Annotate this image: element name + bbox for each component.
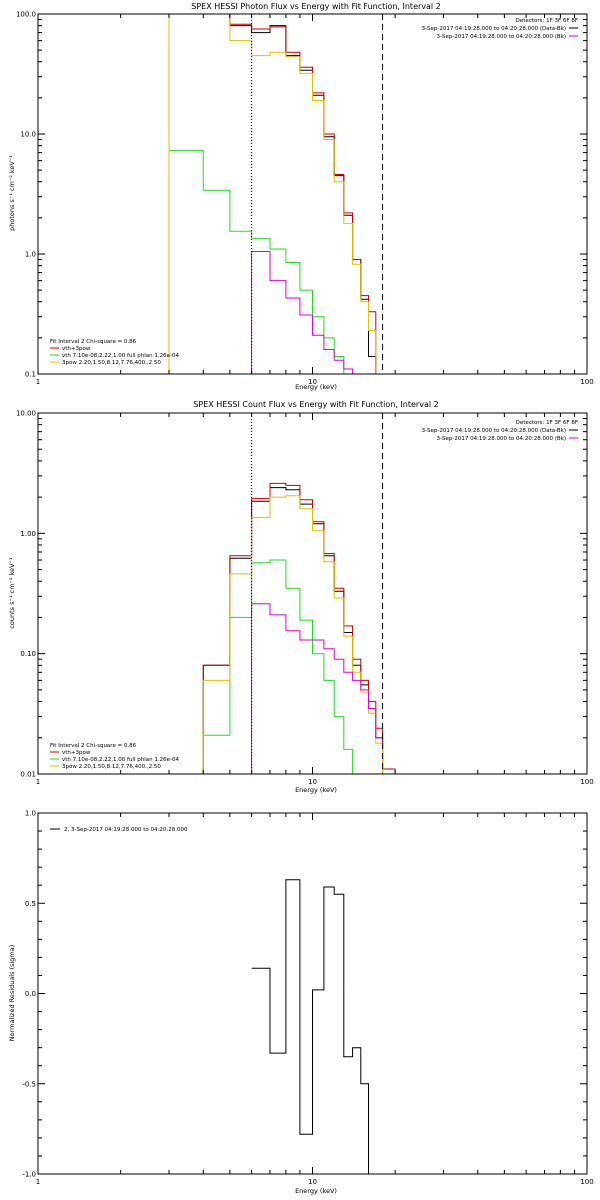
count-series-3pow bbox=[202, 495, 396, 775]
count-legend-vth: vth 7.10e-08,2.22,1.00 full phlan 1.26e-… bbox=[62, 757, 179, 763]
count-series-layer bbox=[202, 482, 396, 775]
photon-axis-layer: 1 10 100 0.1 1.0 10.0 100.0 bbox=[16, 11, 594, 387]
residuals-series-layer bbox=[251, 879, 383, 1175]
count-axis-layer: 1 10 100 0.01 0.10 1.00 10.00 bbox=[16, 410, 594, 787]
photon-y-tick-label: 10.0 bbox=[20, 131, 36, 139]
photon-ylabel: photons s⁻¹ cm⁻² keV⁻¹ bbox=[8, 155, 16, 231]
residuals-ylabel: Normalized Residuals (sigma) bbox=[8, 945, 16, 1042]
photon-series-vth bbox=[168, 149, 383, 375]
photon-fit-info: Fit Interval 2 Chi-square = 0.86 bbox=[50, 339, 137, 345]
residuals-x-tick-label: 10 bbox=[308, 1178, 317, 1186]
photon-y-tick-label: 0.1 bbox=[25, 371, 36, 379]
photon-y-tick-label: 1.0 bbox=[25, 251, 36, 259]
photon-detectors-label: Detectors: 1F 3F 6F 8F bbox=[516, 18, 578, 24]
count-legend-bottom-left: Fit Interval 2 Chi-square = 0.86 vth+3po… bbox=[50, 743, 179, 770]
photon-series-layer bbox=[168, 13, 383, 375]
count-x-tick-label: 1 bbox=[36, 778, 40, 786]
residuals-y-tick-label: 1.0 bbox=[25, 810, 36, 818]
photon-xlabel: Energy (keV) bbox=[295, 383, 337, 391]
count-series-vth bbox=[202, 559, 396, 775]
photon-flux-panel: SPEX HESSI Photon Flux vs Energy with Fi… bbox=[8, 2, 594, 391]
photon-x-tick-label: 1 bbox=[36, 378, 40, 386]
residuals-y-tick-label: -1.0 bbox=[22, 1171, 36, 1179]
count-series-bk bbox=[251, 603, 383, 774]
count-y-tick-label: 0.01 bbox=[20, 771, 36, 779]
photon-series-bk bbox=[251, 251, 376, 375]
photon-vline-layer bbox=[251, 14, 384, 374]
photon-x-tick-label: 10 bbox=[308, 378, 317, 386]
residuals-y-tick-label: -0.5 bbox=[22, 1080, 36, 1088]
count-y-tick-label: 1.00 bbox=[20, 530, 36, 538]
count-legend-3pow: 3pow 2.20,1.50,8.12,7.76,400.,2.50 bbox=[62, 764, 161, 770]
photon-y-tick-label: 100.0 bbox=[16, 11, 36, 19]
photon-title: SPEX HESSI Photon Flux vs Energy with Fi… bbox=[191, 2, 441, 11]
count-ylabel: counts s⁻¹ cm⁻² keV⁻¹ bbox=[8, 557, 16, 629]
residuals-y-tick-label: 0.0 bbox=[25, 990, 36, 998]
count-detectors-label: Detectors: 1F 3F 6F 8F bbox=[516, 420, 578, 426]
count-legend-top-right: Detectors: 1F 3F 6F 8F 3-Sep-2017 04:19:… bbox=[422, 420, 578, 442]
photon-legend-vth3pow: vth+3pow bbox=[62, 346, 91, 352]
count-legend-data-bk: 3-Sep-2017 04:19:28.000 to 04:20:28.000 … bbox=[422, 428, 566, 434]
residuals-axis-layer: 1 10 100 -1.0 -0.5 0.0 0.5 1.0 bbox=[22, 810, 593, 1187]
photon-legend-data-bk: 3-Sep-2017 04:19:28.000 to 04:20:28.000 … bbox=[422, 26, 566, 32]
residuals-y-tick-label: 0.5 bbox=[25, 900, 36, 908]
photon-legend-top-right: Detectors: 1F 3F 6F 8F 3-Sep-2017 04:19:… bbox=[422, 18, 578, 40]
count-x-tick-label: 100 bbox=[580, 778, 593, 786]
count-vline-layer bbox=[251, 413, 384, 774]
count-title: SPEX HESSI Count Flux vs Energy with Fit… bbox=[193, 400, 438, 409]
count-fit-info: Fit Interval 2 Chi-square = 0.86 bbox=[50, 743, 137, 749]
residuals-x-tick-label: 1 bbox=[36, 1178, 40, 1186]
photon-series-3pow bbox=[168, 13, 383, 375]
photon-legend-vth: vth 7.10e-08,2.22,1.00 full phlan 1.26e-… bbox=[62, 353, 179, 359]
photon-legend-bottom-left: Fit Interval 2 Chi-square = 0.86 vth+3po… bbox=[50, 339, 179, 366]
photon-legend-bk: 3-Sep-2017 04:19:28.000 to 04:20:28.000 … bbox=[437, 34, 567, 40]
count-legend-vth3pow: vth+3pow bbox=[62, 750, 91, 756]
count-legend-bk: 3-Sep-2017 04:19:28.000 to 04:20:28.000 … bbox=[437, 436, 567, 442]
residuals-legend: 2, 3-Sep-2017 04:19:28.000 to 04:20:28.0… bbox=[50, 827, 188, 833]
residuals-series-2 bbox=[251, 879, 383, 1175]
count-flux-panel: SPEX HESSI Count Flux vs Energy with Fit… bbox=[8, 400, 594, 794]
photon-series-data-bk bbox=[168, 13, 383, 375]
count-y-tick-label: 10.00 bbox=[16, 410, 36, 418]
photon-series-vth-3pow bbox=[168, 13, 383, 375]
residuals-x-tick-label: 100 bbox=[580, 1178, 593, 1186]
count-xlabel: Energy (keV) bbox=[295, 786, 337, 794]
residuals-panel: Energy (keV) Normalized Residuals (sigma… bbox=[8, 810, 594, 1196]
photon-legend-3pow: 3pow 2.20,1.50,8.12,7.76,400.,2.50 bbox=[62, 360, 161, 366]
count-x-tick-label: 10 bbox=[308, 778, 317, 786]
count-series-vth-3pow bbox=[202, 482, 396, 774]
photon-x-tick-label: 100 bbox=[580, 378, 593, 386]
count-plot-frame bbox=[37, 412, 588, 775]
residuals-xlabel: Energy (keV) bbox=[295, 1187, 337, 1195]
count-y-tick-label: 0.10 bbox=[20, 650, 36, 658]
residuals-legend-label: 2, 3-Sep-2017 04:19:28.000 to 04:20:28.0… bbox=[64, 827, 188, 833]
